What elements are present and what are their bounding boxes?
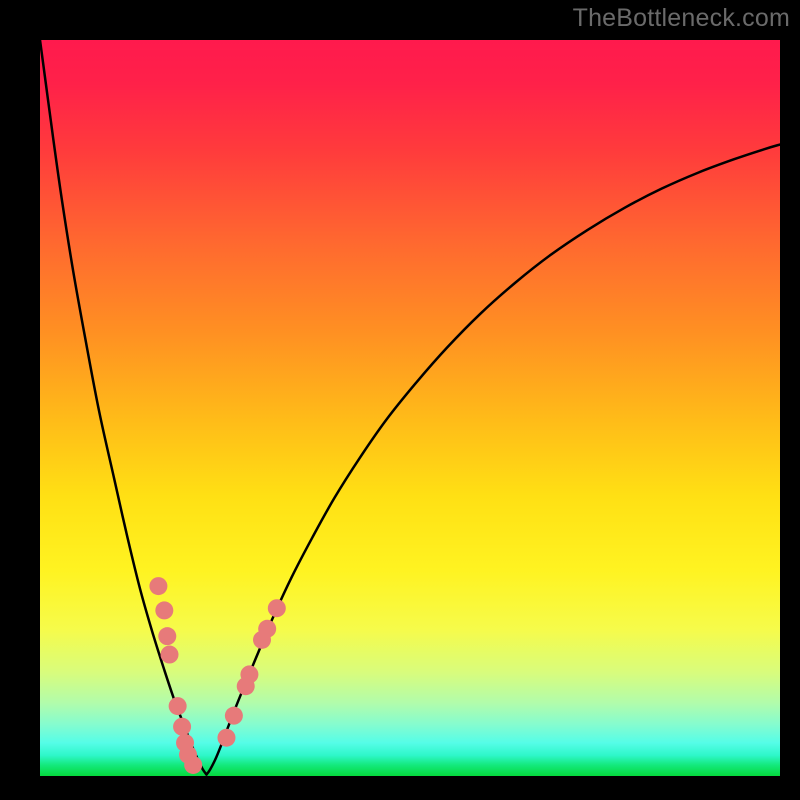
- data-marker: [169, 697, 187, 715]
- data-marker: [258, 620, 276, 638]
- data-marker: [240, 665, 258, 683]
- data-marker: [217, 729, 235, 747]
- data-marker: [268, 599, 286, 617]
- data-marker: [149, 577, 167, 595]
- data-marker: [173, 718, 191, 736]
- plot-area: [40, 40, 780, 776]
- data-marker: [155, 601, 173, 619]
- data-marker: [184, 756, 202, 774]
- data-marker: [161, 646, 179, 664]
- chart-frame: TheBottleneck.com: [0, 0, 800, 800]
- data-marker: [158, 627, 176, 645]
- chart-svg: [40, 40, 780, 776]
- watermark-text: TheBottleneck.com: [573, 4, 790, 33]
- data-marker: [225, 707, 243, 725]
- gradient-background: [40, 40, 780, 776]
